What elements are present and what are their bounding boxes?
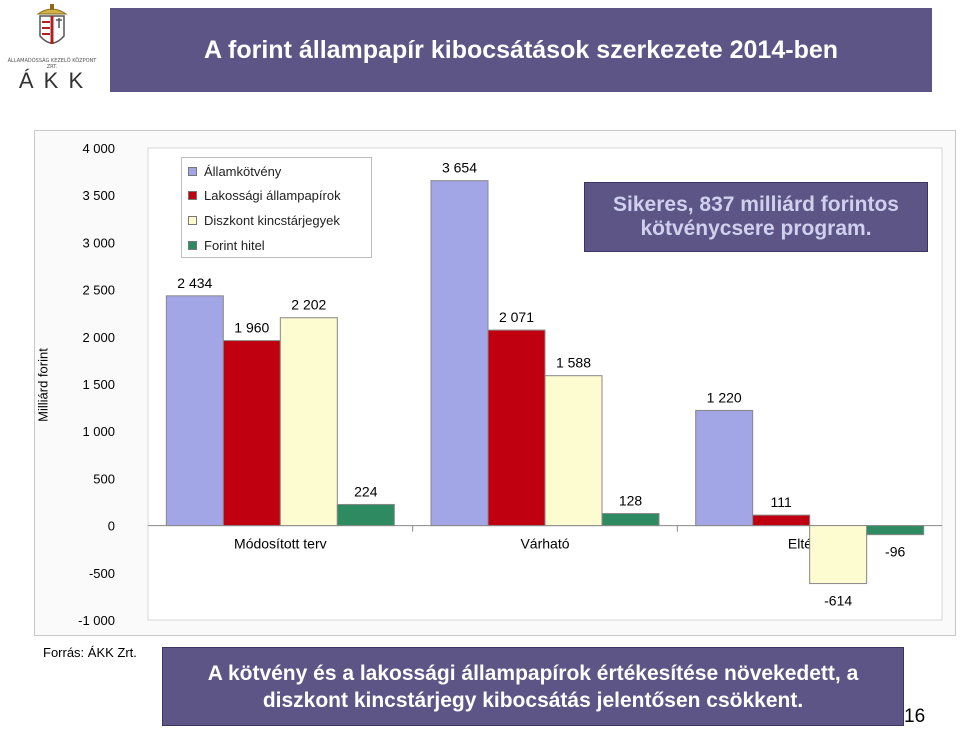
conclusion-text: A kötvény és a lakossági állampapírok ér… <box>207 661 859 712</box>
bar <box>695 409 754 527</box>
data-label: 1 588 <box>556 355 591 371</box>
y-tick-label: 500 <box>93 471 115 486</box>
y-tick-label: 4 000 <box>82 141 115 156</box>
legend-label: Államkötvény <box>204 164 282 179</box>
bar <box>544 375 603 527</box>
bar <box>487 329 546 527</box>
legend-swatch <box>188 216 197 225</box>
source-note: Forrás: ÁKK Zrt. <box>43 645 137 660</box>
y-tick-label: 2 000 <box>82 330 115 345</box>
data-label: -614 <box>824 593 852 609</box>
akk-logo: ÁLLAMADÓSSÁG KEZELŐ KÖZPONT ZRT. Á K K <box>4 2 100 94</box>
data-label: 2 071 <box>499 309 534 325</box>
coat-of-arms-icon <box>36 4 68 44</box>
y-tick-label: -1 000 <box>78 613 115 628</box>
bar <box>601 513 660 527</box>
legend-swatch <box>188 241 197 250</box>
y-tick-label: 0 <box>108 519 115 534</box>
legend-item-lakossagi: Lakossági állampapírok <box>188 188 341 203</box>
bar <box>752 514 811 527</box>
data-label: 224 <box>354 483 378 499</box>
data-label: 128 <box>619 493 643 509</box>
header-banner: A forint állampapír kibocsátások szerkez… <box>110 8 932 92</box>
bar <box>279 317 338 527</box>
legend-label: Diszkont kincstárjegyek <box>204 213 340 228</box>
data-label: -96 <box>885 544 905 560</box>
conclusion-box: A kötvény és a lakossági állampapírok ér… <box>162 647 904 726</box>
callout-text: Sikeres, 837 milliárd forintos kötvénycs… <box>613 193 899 240</box>
page-title: A forint állampapír kibocsátások szerkez… <box>203 35 839 64</box>
legend-item-diszkont: Diszkont kincstárjegyek <box>188 213 340 228</box>
page-number: 16 <box>904 706 926 727</box>
y-tick-label: 2 500 <box>82 283 115 298</box>
x-tick-label: Módosított terv <box>234 536 327 552</box>
bar <box>866 525 925 536</box>
legend-item-forint-hitel: Forint hitel <box>188 238 265 253</box>
callout-box: Sikeres, 837 milliárd forintos kötvénycs… <box>584 182 928 252</box>
data-label: 1 220 <box>707 389 742 405</box>
legend-swatch <box>188 191 197 200</box>
legend-swatch <box>188 167 197 176</box>
y-tick-label: 3 500 <box>82 188 115 203</box>
y-tick-label: -500 <box>89 566 115 581</box>
y-tick-label: 1 000 <box>82 424 115 439</box>
data-label: 111 <box>771 494 792 510</box>
data-label: 2 434 <box>177 275 212 291</box>
x-tick-label: Várható <box>520 536 569 552</box>
data-label: 1 960 <box>234 320 269 336</box>
chart-legend: Államkötvény Lakossági állampapírok Disz… <box>181 157 372 258</box>
y-tick-label: 3 000 <box>82 235 115 250</box>
legend-label: Forint hitel <box>204 238 265 253</box>
data-label: 2 202 <box>291 297 326 313</box>
bar <box>809 525 868 585</box>
bar <box>222 340 281 527</box>
y-tick-label: 1 500 <box>82 377 115 392</box>
legend-label: Lakossági állampapírok <box>204 188 341 203</box>
data-label: 3 654 <box>442 160 477 176</box>
bar <box>430 180 489 527</box>
bar <box>165 295 224 527</box>
legend-item-allamkotveny: Államkötvény <box>188 164 281 179</box>
y-axis-label: Milliárd forint <box>35 348 51 422</box>
bar <box>336 503 395 527</box>
logo-letters: Á K K <box>18 68 86 93</box>
logo-name: ÁLLAMADÓSSÁG KEZELŐ KÖZPONT ZRT. <box>7 58 97 70</box>
